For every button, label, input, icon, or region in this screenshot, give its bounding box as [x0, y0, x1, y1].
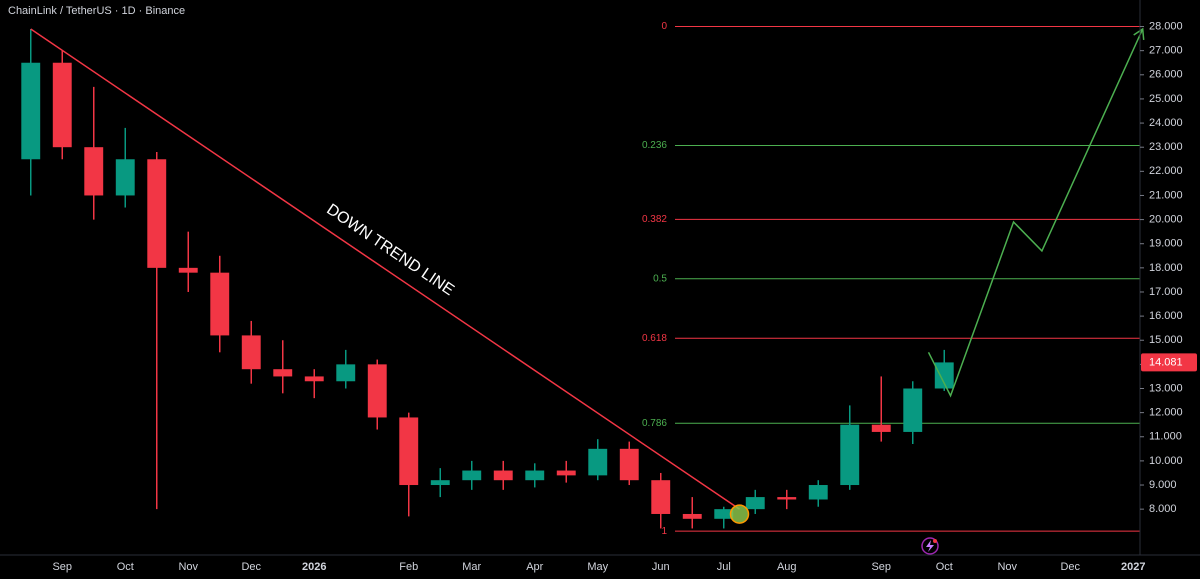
y-tick-label: 24.000 [1149, 117, 1183, 129]
candle-body [462, 470, 482, 481]
y-tick-label: 26.000 [1149, 69, 1183, 81]
projection-line [927, 28, 1144, 398]
x-tick-label: Feb [399, 561, 418, 573]
y-tick-label: 17.000 [1149, 286, 1183, 298]
x-tick-label: May [587, 561, 608, 573]
projection-arrow [1133, 27, 1145, 41]
candle-body [871, 424, 891, 432]
x-tick-label: Mar [462, 561, 481, 573]
candle-body [273, 369, 293, 377]
y-tick-label: 11.000 [1149, 431, 1182, 443]
candle-body [840, 424, 860, 486]
x-tick-label: Aug [777, 561, 797, 573]
chart-title: ChainLink / TetherUS · 1D · Binance [8, 5, 185, 17]
y-tick-label: 21.000 [1149, 189, 1183, 201]
y-tick-label: 8.000 [1149, 503, 1177, 515]
y-tick-label: 9.000 [1149, 479, 1177, 491]
y-tick-label: 23.000 [1149, 141, 1183, 153]
candle-body [399, 417, 419, 486]
candle-body [84, 147, 104, 196]
fib-label: 0.5 [653, 273, 667, 284]
y-tick-label: 15.000 [1149, 334, 1183, 346]
candle-body [682, 513, 702, 519]
candle-body [745, 497, 765, 510]
y-tick-label: 27.000 [1149, 45, 1183, 57]
x-tick-label: Nov [178, 561, 198, 573]
fib-label: 0.618 [642, 333, 667, 344]
event-icon[interactable] [921, 537, 939, 555]
fib-label: 0.786 [642, 418, 667, 429]
x-tick-label: Oct [117, 561, 134, 573]
y-tick-label: 16.000 [1149, 310, 1183, 322]
y-tick-label: 22.000 [1149, 165, 1183, 177]
fib-label: 0 [661, 21, 667, 32]
x-tick-label: 2027 [1121, 561, 1145, 573]
candles [21, 28, 954, 529]
y-tick-label: 25.000 [1149, 93, 1183, 105]
breakout-marker [729, 504, 750, 524]
x-tick-label: Dec [1060, 561, 1080, 573]
y-tick-label: 18.000 [1149, 262, 1183, 274]
x-tick-label: Sep [52, 561, 72, 573]
candle-body [52, 62, 72, 148]
candle-body [430, 480, 450, 486]
candle-body [808, 485, 828, 500]
fib-label: 0.236 [642, 140, 667, 151]
fib-layer: 0 0.236 0.382 0.5 0.618 0.786 1 [642, 21, 1140, 537]
y-tick-label: 28.000 [1149, 20, 1183, 32]
y-tick-label: 20.000 [1149, 213, 1183, 225]
candle-body [714, 509, 734, 519]
last-price-label: 14.081 [1149, 356, 1183, 368]
last-price-badge [1141, 353, 1197, 372]
candle-body [147, 159, 167, 268]
event-dot [933, 539, 937, 543]
x-tick-label: Nov [997, 561, 1017, 573]
candle-body [588, 448, 608, 476]
y-tick-label: 19.000 [1149, 238, 1183, 250]
candle-body [367, 364, 387, 418]
trend-line [30, 28, 740, 510]
candle-body [336, 364, 356, 382]
candle-body [178, 267, 198, 273]
fib-label: 1 [661, 526, 667, 537]
candle-body [525, 470, 545, 481]
candle-body [619, 448, 639, 481]
candle-body [934, 362, 954, 389]
y-tick-label: 10.000 [1149, 455, 1183, 467]
x-tick-label: Oct [936, 561, 953, 573]
candle-body [210, 272, 230, 336]
fib-label: 0.382 [642, 214, 667, 225]
x-tick-label: Jun [652, 561, 670, 573]
candle-body [21, 62, 41, 160]
x-tick-label: Dec [241, 561, 261, 573]
candle-body [115, 159, 135, 196]
candle-body [556, 470, 576, 476]
candle-body [651, 480, 671, 514]
candle-body [493, 470, 513, 481]
x-tick-label: 2026 [302, 561, 326, 573]
candle-body [304, 376, 324, 382]
x-tick-label: Apr [526, 561, 543, 573]
candle-body [241, 335, 261, 370]
candle-body [777, 497, 797, 500]
y-tick-label: 12.000 [1149, 407, 1183, 419]
x-tick-label: Jul [717, 561, 731, 573]
event-bolt [926, 540, 934, 552]
candle-body [903, 388, 923, 432]
x-tick-label: Sep [871, 561, 891, 573]
y-tick-label: 13.000 [1149, 382, 1183, 394]
